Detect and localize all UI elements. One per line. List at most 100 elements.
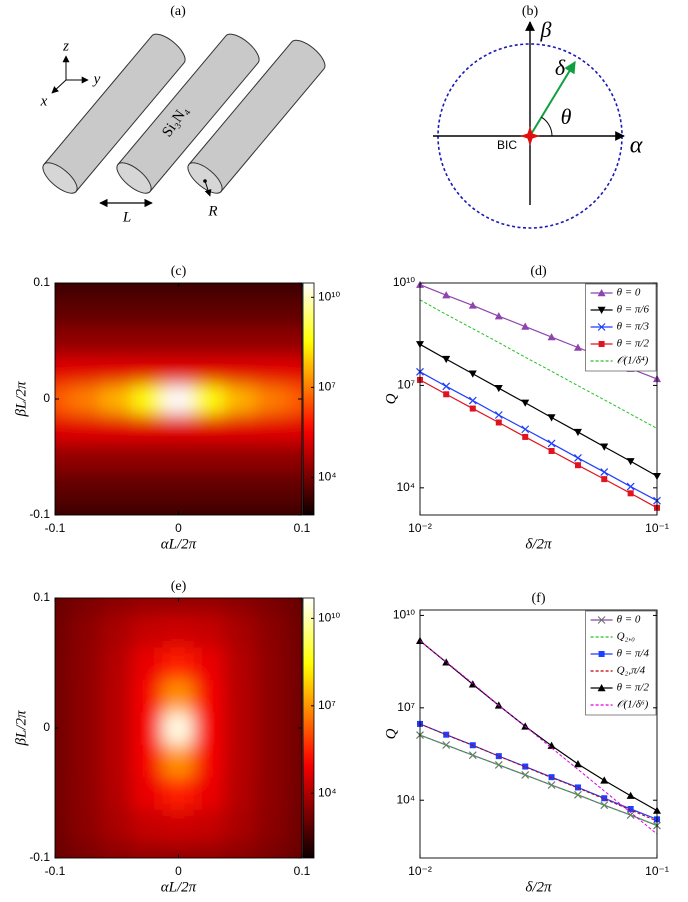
marker — [598, 651, 605, 657]
heatmap-cell — [131, 598, 164, 615]
heatmap-cell — [131, 325, 164, 357]
heatmap-cell — [162, 808, 195, 843]
heatmap-cell — [285, 841, 302, 858]
marker — [521, 425, 530, 434]
heatmap-cell — [69, 841, 102, 858]
heatmap-cell — [162, 743, 195, 778]
heatmap-cell — [193, 441, 226, 473]
panel-a: (a) Si₃N₄ L R z y x — [40, 4, 326, 225]
heatmap-cell — [55, 412, 72, 444]
heatmap-cells — [55, 283, 302, 515]
heatmap-cell — [69, 776, 102, 810]
heatmap-cell — [224, 441, 257, 473]
heatmap-cell — [285, 412, 302, 444]
series-line — [419, 640, 658, 812]
heatmap-cell — [224, 598, 257, 615]
heatmap-cell — [69, 383, 102, 415]
heatmap-cell — [55, 613, 72, 648]
heatmap-cell — [193, 325, 226, 357]
heatmap-cell — [162, 776, 195, 810]
x-tick-label: 0.1 — [294, 521, 311, 535]
axis-label: x — [40, 93, 48, 109]
marker — [627, 805, 634, 812]
legend-label: Q₂,π/4 — [617, 665, 646, 677]
colorbar-tick-label: 10¹⁰ — [318, 289, 340, 303]
legend-label: Q₂,₀ — [617, 631, 636, 643]
heatmap-cell — [193, 598, 226, 615]
heatmap-cell — [131, 296, 164, 328]
heatmap-cell — [69, 296, 102, 328]
heatmap-cell — [193, 354, 226, 386]
heatmap-cell — [193, 808, 226, 843]
marker — [547, 333, 556, 341]
heatmap-cell — [193, 711, 226, 745]
legend-label: θ = π/2 — [617, 682, 650, 694]
heatmap-cell — [100, 354, 133, 386]
colorbar-tick-label: 10⁷ — [318, 380, 336, 394]
heatmap-cell — [224, 499, 257, 515]
heatmap-cell — [285, 808, 302, 843]
marker — [600, 468, 609, 476]
series-line — [419, 371, 658, 502]
heatmap-cell — [255, 283, 288, 299]
heatmap-cell — [69, 678, 102, 713]
marker — [522, 433, 529, 440]
marker — [468, 301, 477, 309]
marker — [494, 760, 503, 769]
heatmap-cell — [193, 776, 226, 810]
heatmap-cell — [55, 470, 72, 502]
colorbar-tick-label: 10⁷ — [318, 698, 336, 712]
heatmap-chart: (c) 10⁴ 10⁷ 10¹⁰ -0.1 0 0.1 -0.1 0 0.1 αL/2π βL/2π — [13, 264, 340, 552]
marker — [522, 763, 529, 770]
heatmap-cell — [100, 743, 133, 778]
series-line — [419, 299, 658, 429]
heatmap-cell — [69, 598, 102, 615]
marker — [626, 791, 635, 799]
marker — [573, 759, 582, 768]
x-axis-label: δ/2π — [525, 536, 552, 552]
marker — [547, 741, 556, 749]
marker — [597, 684, 606, 692]
panel-label: (a) — [170, 4, 186, 19]
y-tick-label: 0.1 — [33, 275, 50, 289]
heatmap-cell — [285, 678, 302, 713]
heatmap-cell — [193, 743, 226, 778]
heatmap-cell — [255, 296, 288, 328]
series-line — [419, 723, 658, 820]
radius-arrow — [204, 180, 212, 197]
y-tick-label: -0.1 — [29, 507, 50, 521]
x-tick-label: 0.1 — [294, 864, 311, 878]
heatmap-cell — [255, 383, 288, 415]
heatmap-cell — [100, 776, 133, 810]
heatmap-cell — [69, 499, 102, 515]
series-line — [419, 343, 658, 477]
heatmap-cell — [100, 613, 133, 648]
y-tick-label: 10¹⁰ — [393, 608, 415, 622]
bic-point — [520, 126, 540, 146]
marker — [469, 405, 476, 412]
y-tick-label: 0.1 — [33, 590, 50, 604]
heatmap-cell — [162, 296, 195, 328]
beta-label: β — [540, 17, 552, 42]
heatmap-cell — [162, 711, 195, 745]
heatmap-cell — [55, 776, 72, 810]
heatmap-cell — [100, 296, 133, 328]
x-tick-label: 10⁻² — [408, 864, 432, 878]
series-line — [419, 723, 658, 822]
marker — [494, 411, 503, 419]
heatmap-cell — [162, 646, 195, 680]
heatmap-cell — [69, 808, 102, 843]
cylinder — [42, 33, 186, 194]
heatmap-cell — [162, 499, 195, 515]
heatmap-cell — [193, 613, 226, 648]
x-tick-label: 10⁻¹ — [645, 521, 669, 535]
legend-label: θ = 0 — [617, 287, 641, 299]
marker — [601, 476, 608, 483]
y-axis-label: βL/2π — [13, 381, 29, 417]
marker — [600, 776, 609, 784]
heatmap-cell — [131, 283, 164, 299]
heatmap-cell — [285, 646, 302, 680]
heatmap-cell — [224, 646, 257, 680]
marker — [597, 616, 606, 624]
